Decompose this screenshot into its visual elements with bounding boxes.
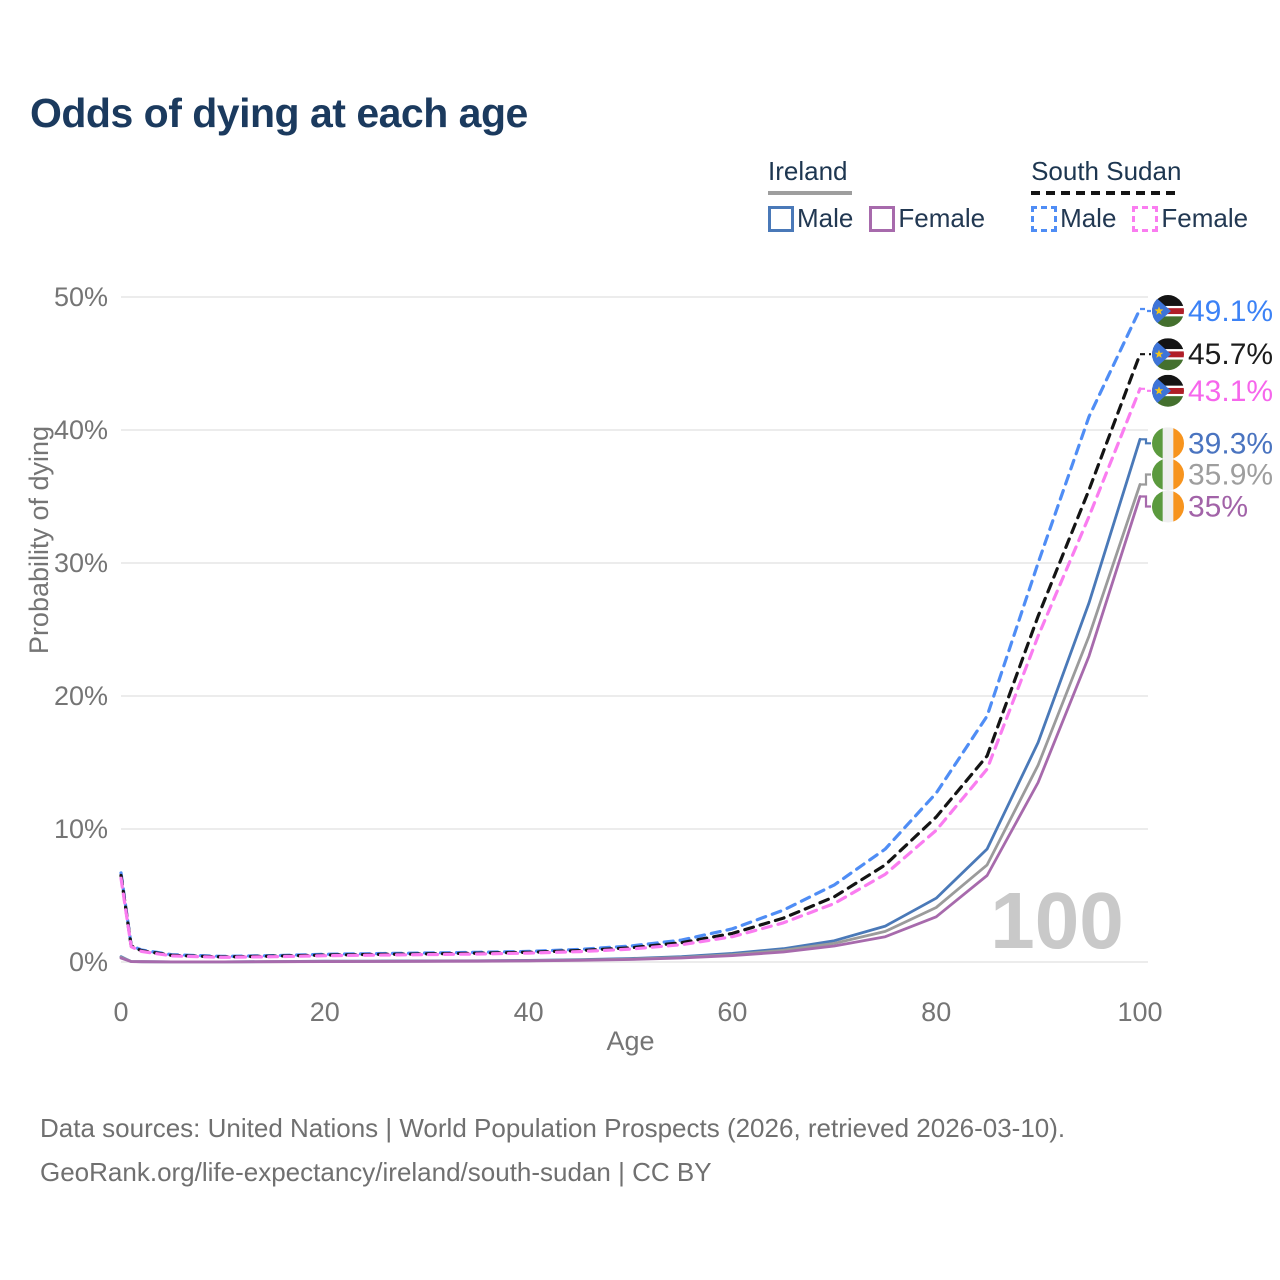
end-value-label-ireland-male: 39.3% [1188,427,1273,460]
ireland-flag-icon [1152,458,1184,491]
legend-item-ireland-male[interactable]: Male [768,203,853,234]
south-sudan-flag-icon [1152,294,1184,327]
ireland-male-swatch-icon [768,205,794,232]
south-sudan-male-swatch-icon [1031,205,1058,232]
ireland-flag-icon [1152,490,1184,523]
series-line-south-sudan-female[interactable] [119,387,1142,959]
legend-country-south-sudan[interactable]: South Sudan [1031,156,1182,186]
x-tick-label: 0 [113,997,128,1027]
end-value-label-south-sudan-both: 45.7% [1188,338,1273,371]
legend-group-south-sudan: South Sudan Male Female [1031,156,1248,234]
x-tick-label: 40 [514,997,544,1027]
page-title: Odds of dying at each age [30,90,528,136]
legend-label-ireland-female: Female [898,203,986,233]
legend: Ireland Male Female South Sudan Male Fem… [768,156,1248,234]
x-axis-title: Age [606,1026,654,1056]
label-connector-south-sudan-male [1140,307,1151,313]
legend-item-south-sudan-male[interactable]: Male [1031,203,1116,234]
label-connector-ireland-female [1140,495,1151,508]
ireland-line-style-swatch [768,191,852,195]
south-sudan-female-swatch-icon [1132,205,1159,232]
y-axis-title: Probability of dying [24,426,54,654]
x-tick-label: 60 [717,997,747,1027]
x-tick-label: 100 [1117,997,1162,1027]
legend-item-ireland-female[interactable]: Female [869,203,985,234]
south-sudan-line-style-swatch [1031,191,1178,195]
end-value-label-south-sudan-female: 43.1% [1188,375,1273,408]
series-line-ireland-female[interactable] [119,495,1142,964]
legend-country-ireland[interactable]: Ireland [768,156,848,186]
label-connector-ireland-both [1140,473,1151,486]
y-tick-label: 50% [54,282,108,312]
legend-group-ireland: Ireland Male Female [768,156,985,234]
data-sources-footer: Data sources: United Nations | World Pop… [40,1106,1065,1194]
x-tick-label: 20 [310,997,340,1027]
y-tick-label: 10% [54,814,108,844]
age-counter-watermark: 100 [990,876,1123,965]
y-tick-label: 30% [54,548,108,578]
label-connector-ireland-male [1140,438,1151,445]
series-line-ireland-both[interactable] [119,483,1142,964]
legend-label-south-sudan-male: Male [1060,203,1117,233]
footer-attribution-line[interactable]: GeoRank.org/life-expectancy/ireland/sout… [40,1157,712,1187]
legend-item-south-sudan-female[interactable]: Female [1132,203,1248,234]
ireland-female-swatch-icon [869,205,896,232]
y-tick-label: 40% [54,415,108,445]
south-sudan-flag-icon [1152,338,1184,371]
x-tick-label: 80 [921,997,951,1027]
end-value-label-ireland-female: 35% [1188,491,1248,524]
legend-label-ireland-male: Male [797,203,854,233]
south-sudan-flag-icon [1152,374,1184,407]
series-line-south-sudan-male[interactable] [119,307,1142,959]
end-value-label-ireland-both: 35.9% [1188,459,1273,492]
label-connector-south-sudan-female [1140,387,1151,392]
series-line-ireland-male[interactable] [119,437,1142,964]
y-tick-label: 20% [54,681,108,711]
legend-label-south-sudan-female: Female [1161,203,1249,233]
end-value-label-south-sudan-male: 49.1% [1188,295,1273,328]
ireland-flag-icon [1152,427,1184,460]
y-tick-label: 0% [69,947,108,977]
footer-sources-line: Data sources: United Nations | World Pop… [40,1113,1066,1143]
